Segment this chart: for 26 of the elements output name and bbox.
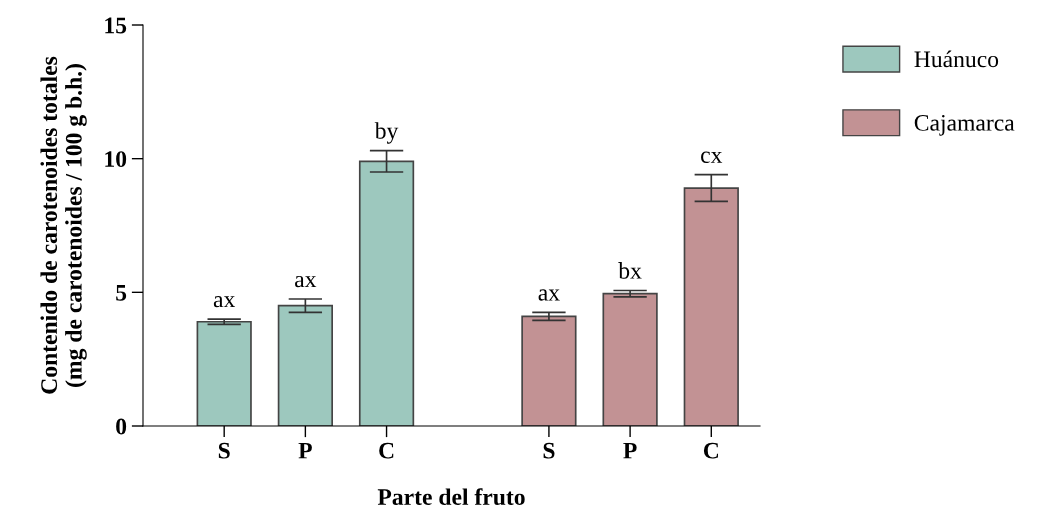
data-label: cx xyxy=(701,151,723,163)
bar xyxy=(683,187,739,426)
data-label: bx xyxy=(618,262,642,279)
data-label: ax xyxy=(295,275,317,288)
legend-label: Cajamarca xyxy=(914,114,1015,136)
bar xyxy=(521,315,577,426)
x-tick-label: S xyxy=(218,442,230,459)
y-tick-label: 0 xyxy=(116,418,127,435)
data-label: ax xyxy=(538,289,560,301)
y-tick-label: 15 xyxy=(105,17,127,34)
x-axis-title: Parte del fruto xyxy=(377,488,525,506)
bar xyxy=(602,292,658,426)
y-tick-label: 5 xyxy=(116,285,127,301)
bar xyxy=(358,160,415,426)
data-label: by xyxy=(374,122,399,144)
x-tick-label: C xyxy=(379,442,394,459)
legend-label: Huánuco xyxy=(914,50,999,68)
y-tick-label: 10 xyxy=(105,151,127,168)
x-tick-label: C xyxy=(703,442,719,459)
bar xyxy=(277,304,333,426)
x-tick-label: P xyxy=(298,442,312,459)
x-tick-label: S xyxy=(543,442,555,459)
y-axis-title: Contenido de carotenoides totales (mg de carotenoides / 100 g b.h.) xyxy=(40,56,87,394)
data-label: ax xyxy=(213,296,236,308)
x-tick-label: P xyxy=(623,442,637,459)
bar xyxy=(196,320,252,426)
